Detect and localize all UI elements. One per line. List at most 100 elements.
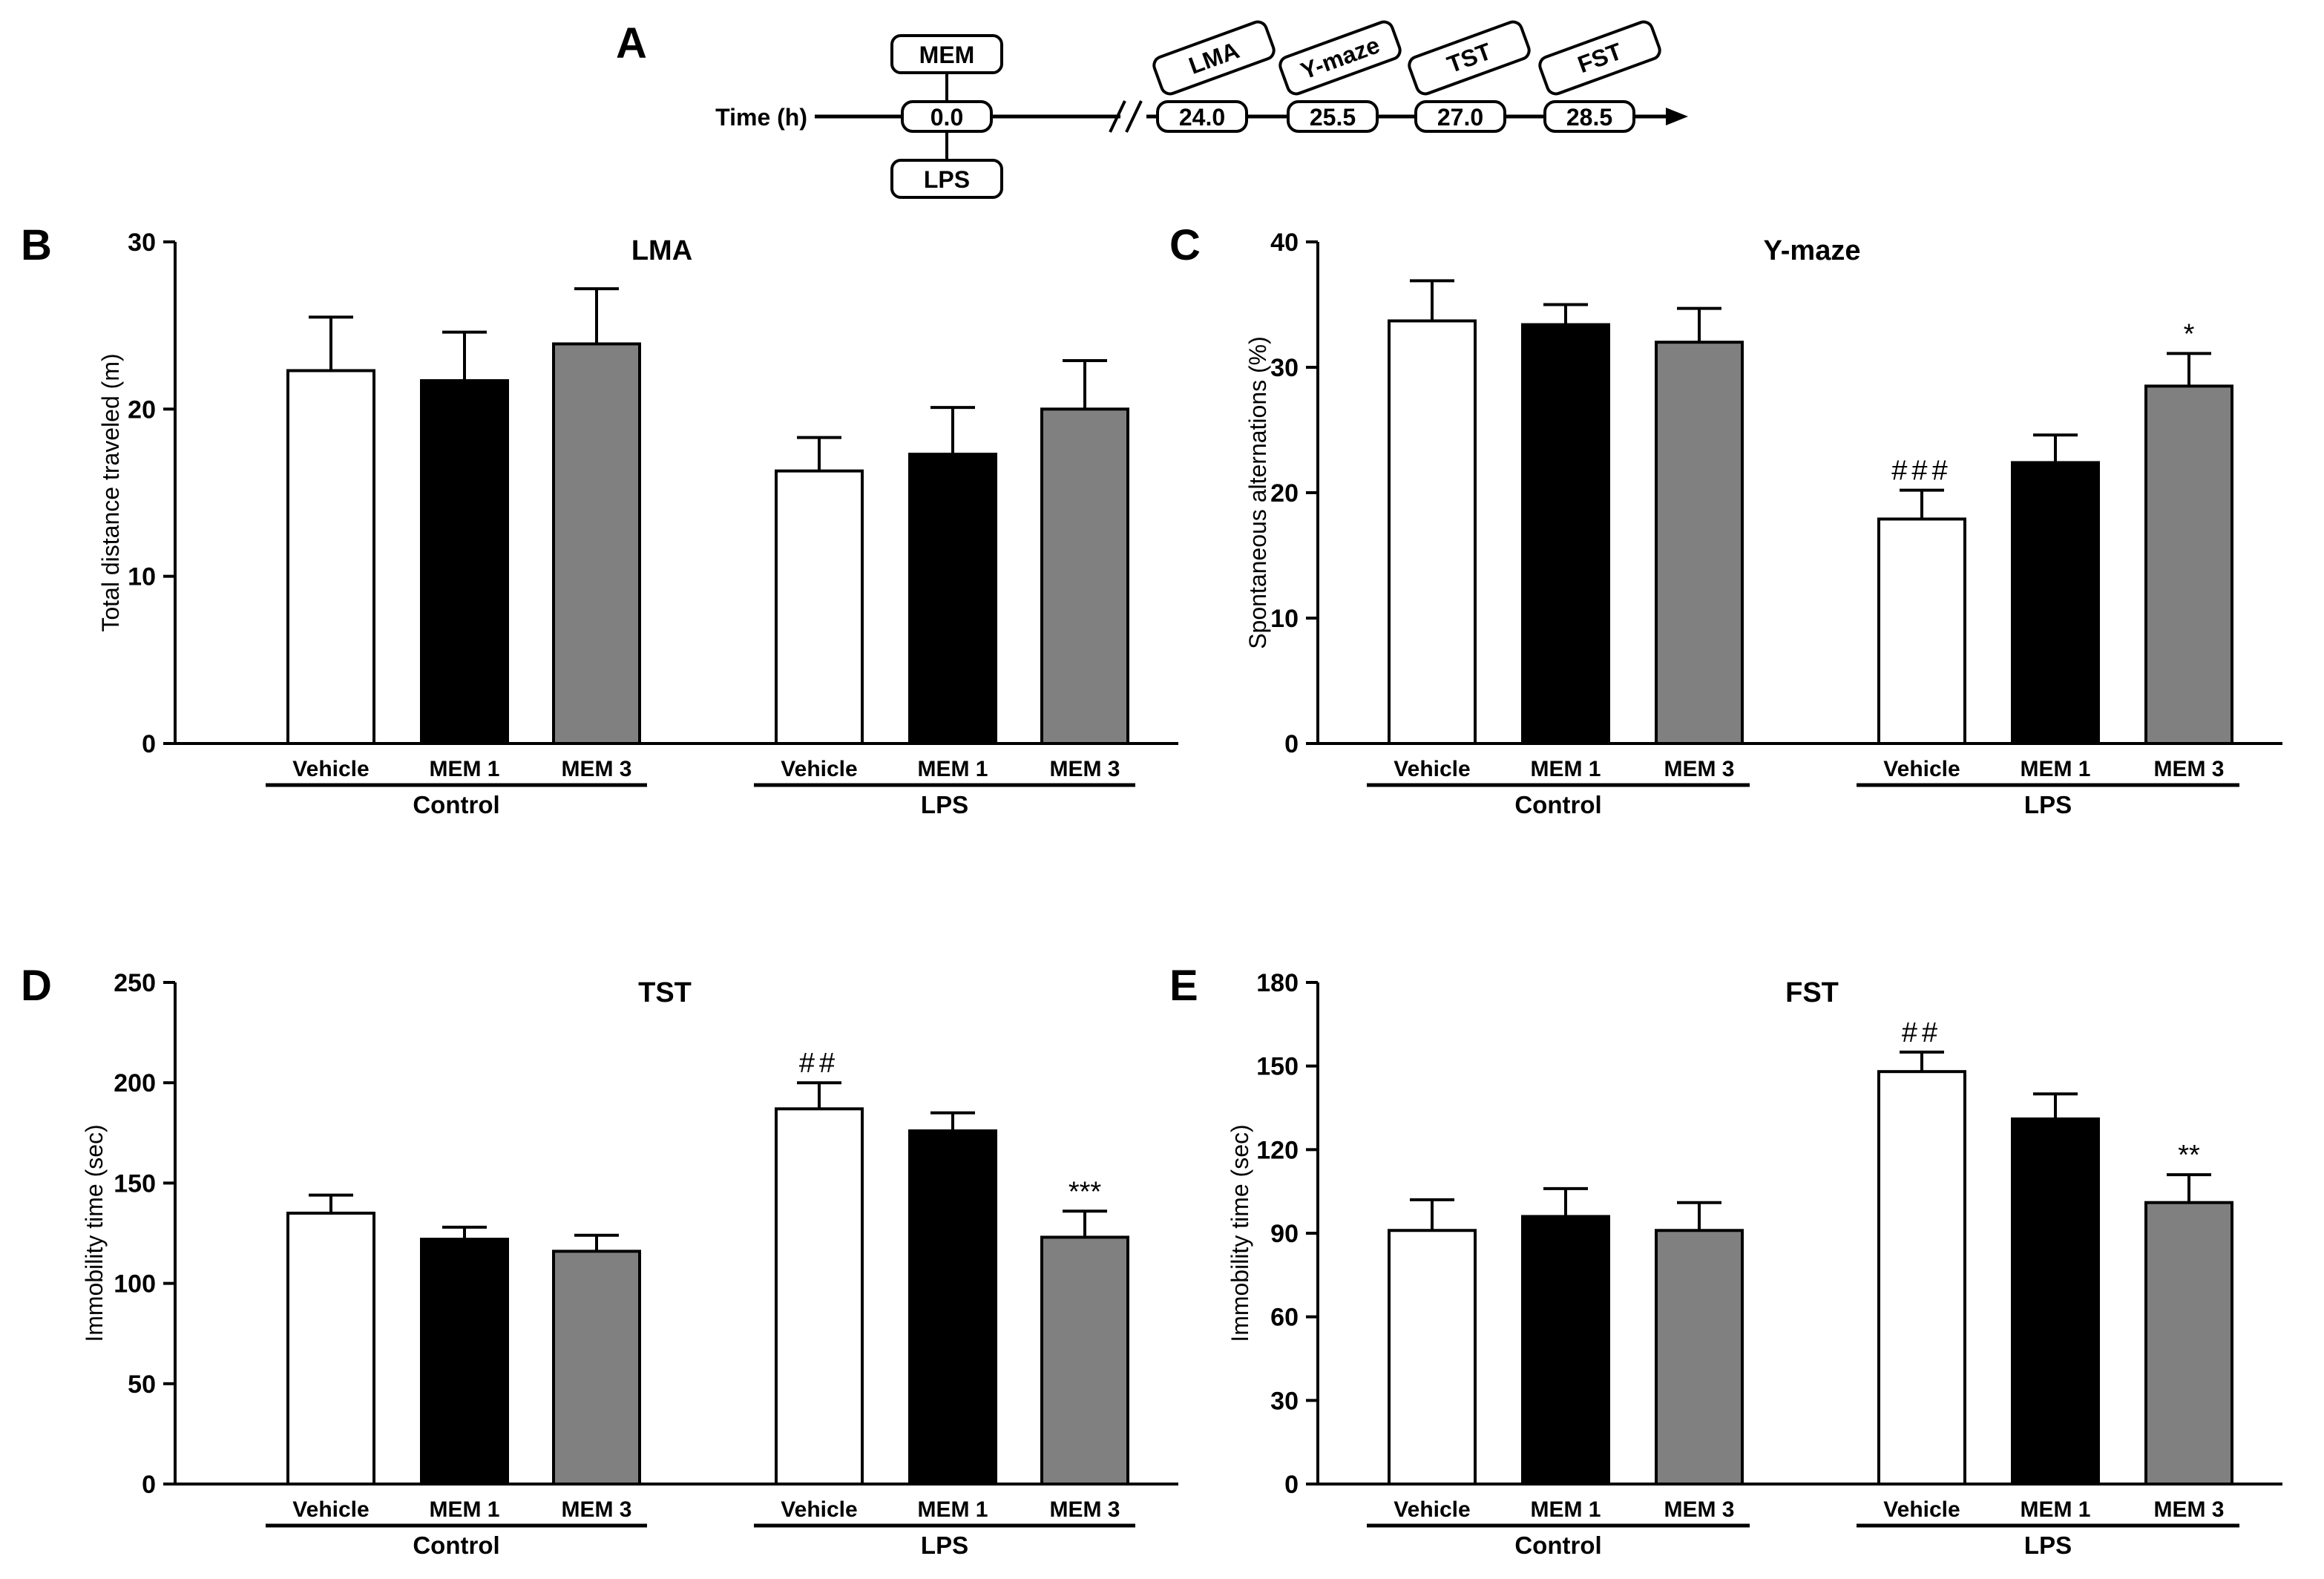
time-point-label: 24.0 [1179,104,1225,131]
test-label-group: FST [1538,20,1661,96]
y-tick-label: 30 [1270,1387,1299,1415]
group-label: LPS [2024,1532,2072,1559]
event-box [890,34,1003,74]
bar [552,1250,641,1486]
timeline-arrowhead [1666,108,1688,125]
significance-marker: ### [1891,456,1952,487]
x-category-label: MEM 3 [1664,757,1734,781]
bar [1877,1070,1966,1486]
y-tick-label: 200 [114,1069,156,1097]
x-category-label: Vehicle [781,757,857,781]
panel-letter: E [1169,962,1198,1010]
timeline-panel: A Time (h) 0.0 24.0 25.5 27.0 28.5 MEM LPS LMA Y-m… [616,19,1688,199]
bar [2144,1201,2233,1486]
chart-lma: B LMA 0 10 20 30 Total distance traveled (m) Ve… [21,221,1178,818]
x-category-label: MEM 1 [1530,757,1601,781]
significance-marker: ## [799,1048,839,1079]
x-category-label: MEM 3 [2153,1497,2224,1522]
y-tick-label: 150 [114,1169,156,1198]
bar [1388,1229,1477,1486]
y-tick-label: 50 [128,1370,156,1399]
y-tick-label: 250 [114,969,156,997]
bar [1655,341,1744,745]
y-tick-label: 40 [1270,229,1299,257]
axis-break-mark [1125,100,1143,133]
test-label-group: Y-maze [1278,20,1402,96]
group-label: Control [413,1532,499,1559]
chart-fst: E FST 0 30 60 90 120 150 180 Immobility time (sec… [1169,962,2282,1559]
bar [1388,319,1477,746]
y-tick-label: 150 [1256,1053,1299,1081]
panel-letter: C [1169,221,1201,269]
chart-title: LMA [631,235,692,266]
bar [1655,1229,1744,1486]
x-category-label: Vehicle [292,1497,369,1522]
y-tick-label: 0 [142,1471,156,1499]
y-tick-label: 20 [128,395,156,424]
y-tick-label: 0 [1284,1471,1299,1499]
event-box [890,159,1003,199]
y-axis-label: Immobility time (sec) [81,1124,108,1342]
time-point-box [1543,100,1635,133]
x-category-label: MEM 3 [561,757,631,781]
test-label-group: TST [1408,20,1531,96]
y-tick-label: 120 [1256,1136,1299,1164]
y-tick-label: 30 [128,229,156,257]
x-category-label: MEM 1 [917,1497,988,1522]
time-point-box [1414,100,1506,133]
group-label: Control [413,791,499,818]
test-box [1538,20,1661,96]
bar [2011,1117,2100,1486]
y-tick-label: 30 [1270,354,1299,382]
bar [552,342,641,746]
y-tick-label: 20 [1270,479,1299,508]
bar [1521,1215,1610,1486]
x-category-label: Vehicle [1394,1497,1470,1522]
x-category-label: MEM 1 [2020,757,2090,781]
bar [2144,384,2233,745]
group-label: LPS [921,791,968,818]
panel-letter: B [21,221,52,269]
x-category-label: MEM 3 [561,1497,631,1522]
significance-marker: * [2184,318,2195,349]
bar [1877,517,1966,745]
x-category-label: Vehicle [781,1497,857,1522]
x-category-label: Vehicle [1883,1497,1960,1522]
axis-break-mark [1109,100,1126,133]
bar [1040,1235,1129,1486]
group-label: Control [1514,1532,1601,1559]
event-label: LPS [924,166,970,193]
significance-marker: ** [2178,1140,2200,1171]
y-tick-label: 10 [1270,605,1299,633]
chart-title: TST [638,977,692,1008]
y-tick-label: 60 [1270,1304,1299,1332]
x-category-label: MEM 1 [429,757,499,781]
time-point-label: 0.0 [930,104,963,131]
time-point-label: 25.5 [1310,104,1356,131]
x-category-label: MEM 1 [2020,1497,2090,1522]
y-tick-label: 0 [1284,730,1299,758]
x-category-label: MEM 1 [917,757,988,781]
panel-letter: D [21,962,52,1010]
significance-marker: ## [1902,1017,1942,1048]
bar [1040,407,1129,745]
x-category-label: Vehicle [1883,757,1960,781]
y-tick-label: 0 [142,730,156,758]
bar [286,1211,375,1486]
chart-y-maze: C Y-maze 0 10 20 30 40 Spontaneous alternations… [1169,221,2282,818]
timeline-axis-label: Time (h) [715,104,807,131]
y-tick-label: 100 [114,1270,156,1299]
test-box [1152,20,1276,96]
panel-letter-a: A [616,19,647,68]
time-point-label: 27.0 [1437,104,1483,131]
significance-marker: *** [1069,1176,1102,1207]
y-axis-label: Total distance traveled (m) [97,353,124,631]
x-category-label: MEM 3 [1049,757,1120,781]
x-category-label: Vehicle [292,757,369,781]
y-axis-label: Immobility time (sec) [1227,1124,1253,1342]
bar [420,379,509,745]
bar [775,1107,864,1486]
test-box [1408,20,1531,96]
x-category-label: MEM 3 [2153,757,2224,781]
